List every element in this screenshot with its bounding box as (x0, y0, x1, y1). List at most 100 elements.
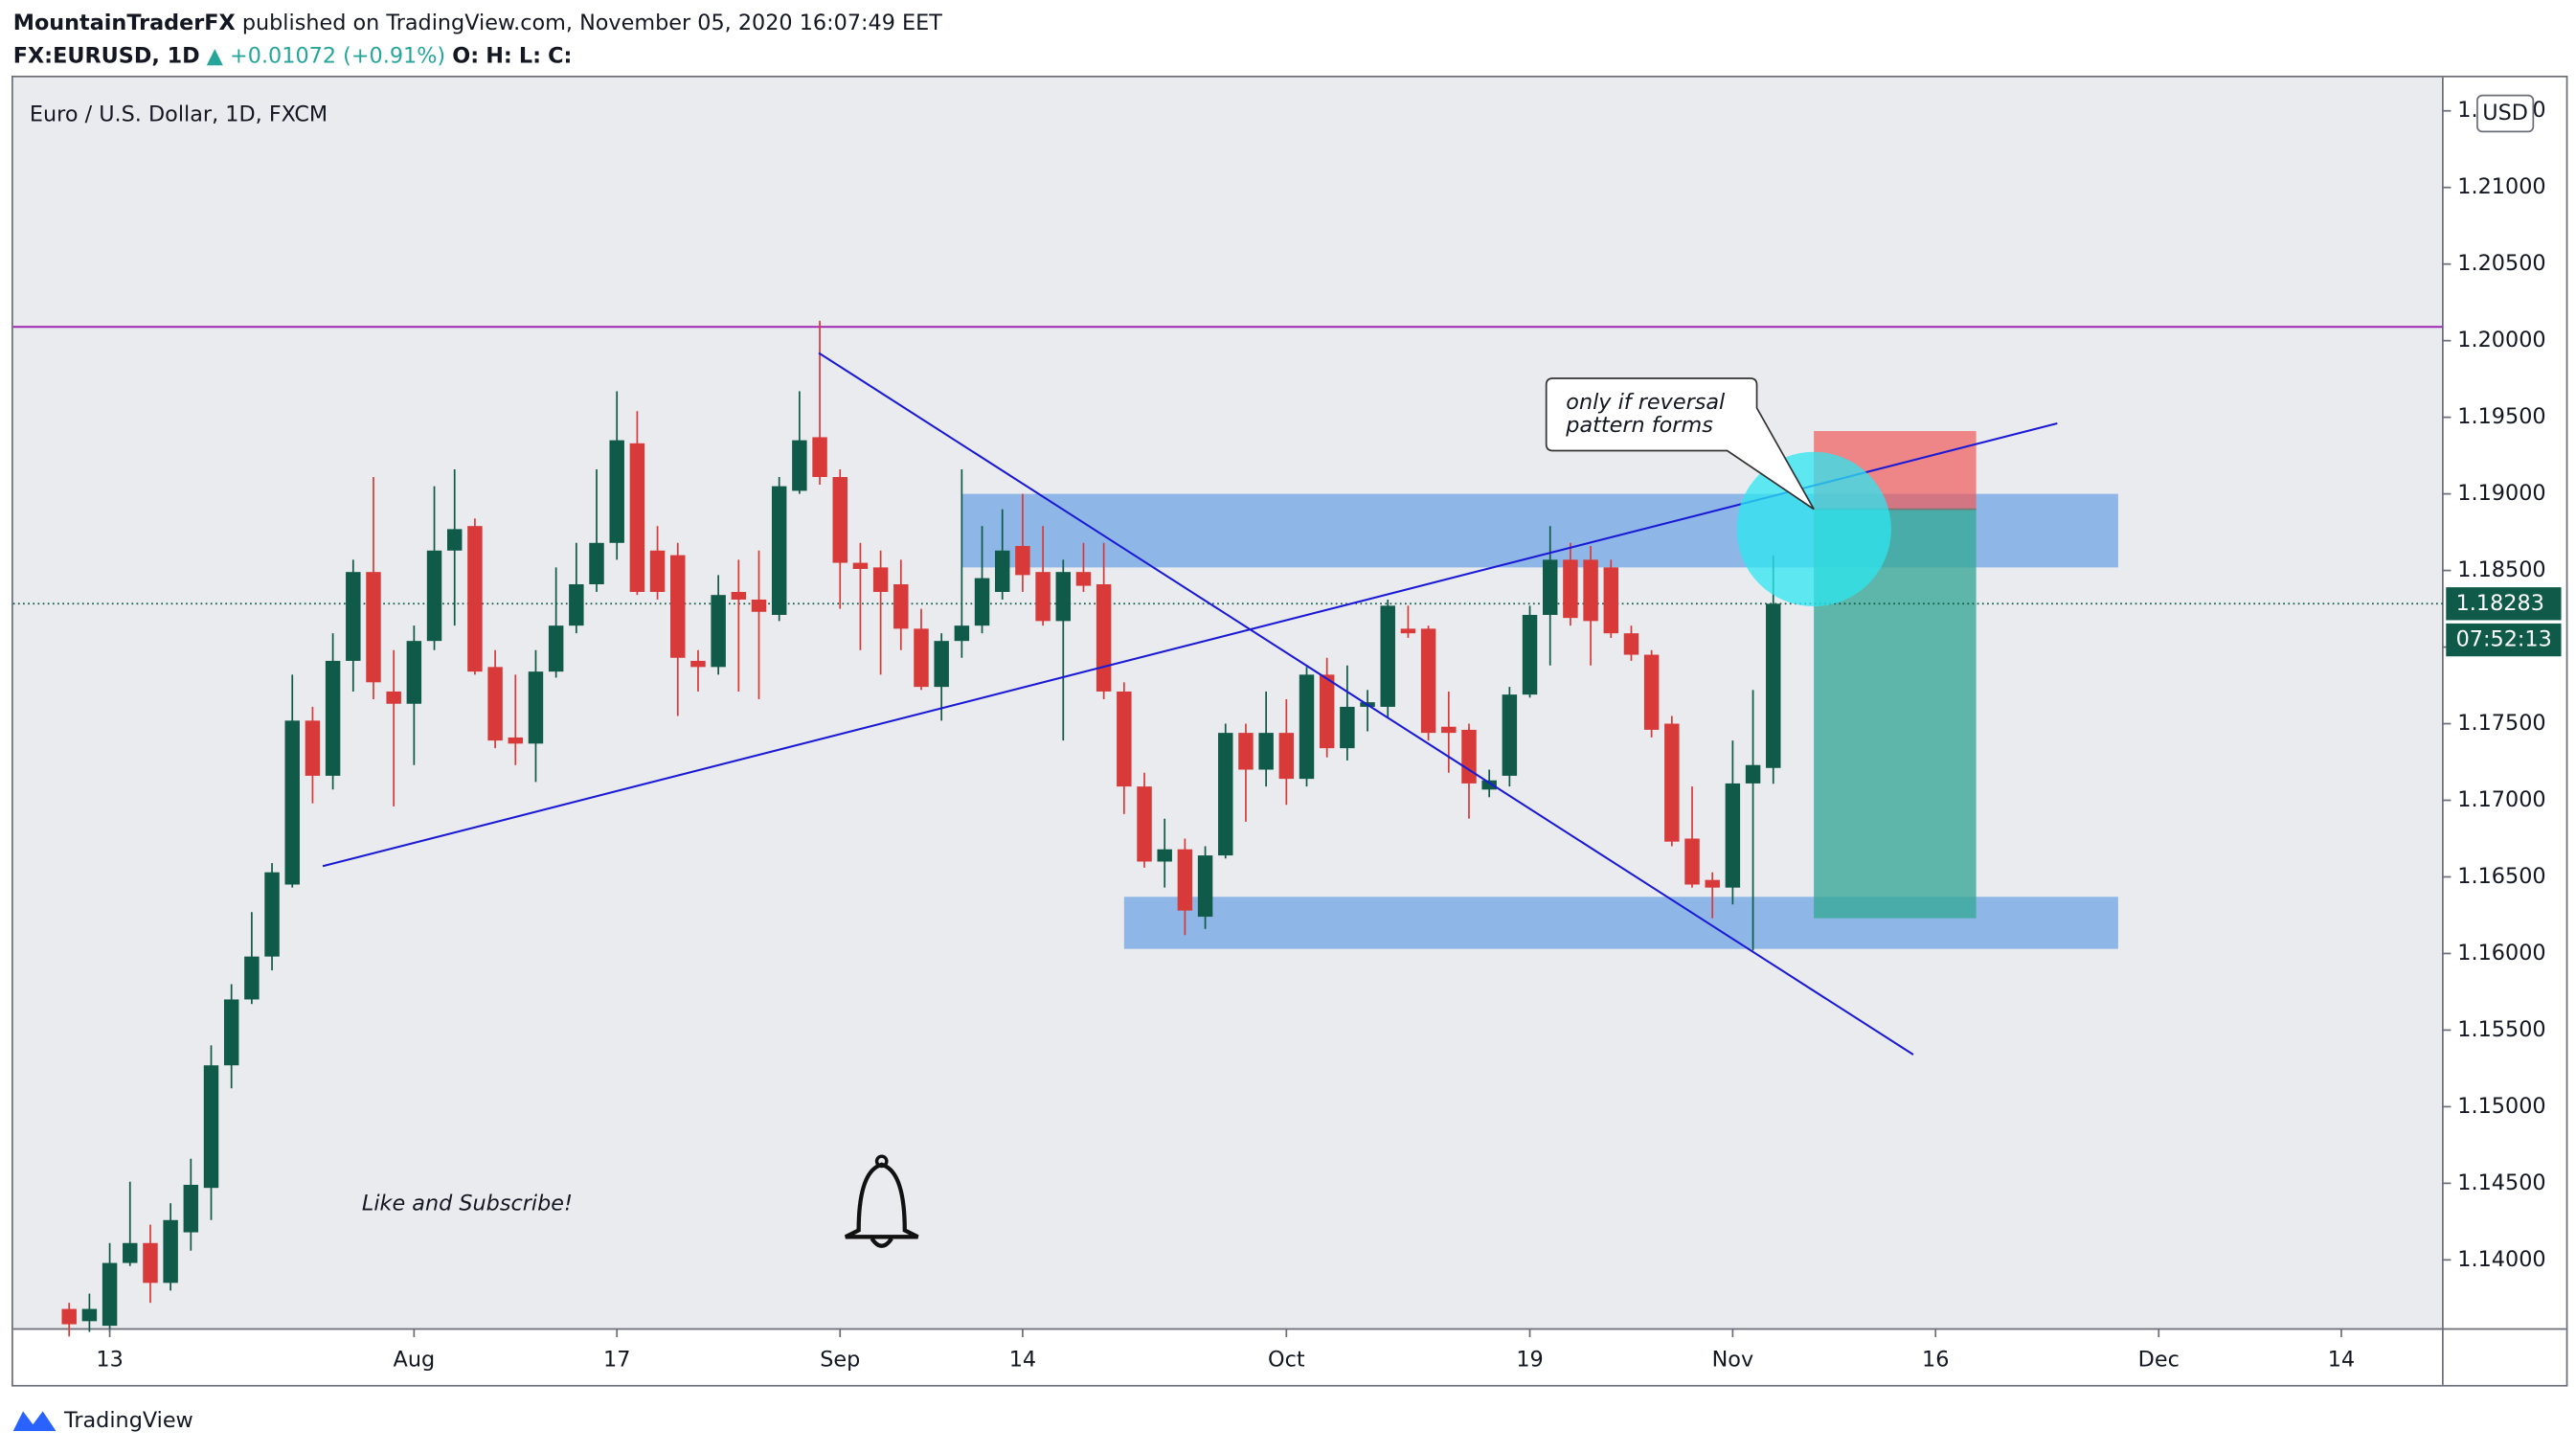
candle-body (1684, 838, 1700, 885)
x-tick-label: 13 (96, 1348, 123, 1373)
candle-body (629, 443, 645, 592)
candle-body (528, 671, 544, 744)
y-tick-label: 1.16500 (2457, 864, 2545, 889)
published: published on TradingView.com, November 0… (242, 11, 942, 35)
candle-body (244, 956, 260, 1000)
candle-body (548, 625, 564, 672)
frame (11, 75, 2568, 1387)
candle-body (123, 1242, 138, 1263)
candle-body (1055, 572, 1072, 622)
candle-body (1380, 605, 1395, 707)
y-tick-label: 1.15500 (2457, 1017, 2545, 1042)
candle-body (1096, 583, 1112, 692)
candle-body (1075, 572, 1092, 586)
x-tick-label: Sep (820, 1348, 860, 1373)
trendline (818, 352, 1914, 1056)
y-tick-label: 1.18500 (2457, 557, 2545, 582)
logo-shape (12, 1411, 56, 1431)
candle-body (203, 1065, 219, 1189)
arrow: ▲ (207, 43, 224, 68)
candle-body (1461, 729, 1477, 784)
candle-body (223, 999, 239, 1066)
candle-body (812, 437, 827, 478)
candle-body (954, 625, 970, 642)
candle-body (589, 542, 604, 584)
candle-body (1725, 783, 1741, 888)
callout-box (1545, 377, 1815, 511)
candle-body (934, 641, 949, 688)
o-label: O: (452, 43, 479, 68)
y-tick-label: 1.17500 (2457, 711, 2545, 736)
candle-body (1400, 628, 1416, 634)
chart-title: Euro / U.S. Dollar, 1D, FXCM (30, 102, 328, 127)
candle-body (346, 572, 361, 661)
candle-body (143, 1242, 158, 1284)
x-tick-label: 16 (1922, 1348, 1949, 1373)
candle-body (305, 720, 321, 776)
candle-body (1258, 733, 1274, 770)
x-tick-label: Oct (1268, 1348, 1305, 1373)
candle-body (1583, 559, 1598, 622)
y-tick-label: 1.19500 (2457, 404, 2545, 429)
candle-body (1117, 691, 1132, 787)
candle-body (914, 628, 929, 688)
candle-body (1157, 849, 1172, 862)
change: +0.01072 (+0.91%) (230, 43, 445, 68)
y-tick-label: 1.14500 (2457, 1170, 2545, 1195)
candle-body (102, 1262, 118, 1327)
candle-body (1522, 614, 1538, 695)
candle-body (467, 526, 483, 672)
bell-clapper (870, 1237, 893, 1248)
plot-area (12, 77, 2443, 1329)
x-tick-label: Aug (394, 1348, 436, 1373)
candle-body (1502, 694, 1518, 776)
candle-body (1766, 603, 1781, 768)
x-tick-label: 17 (603, 1348, 630, 1373)
candle-body (609, 440, 624, 543)
x-tick-label: 14 (1009, 1348, 1036, 1373)
candle-body (792, 440, 807, 491)
callout-text: pattern forms (1565, 413, 1713, 438)
y-tick-label: 1.19000 (2457, 481, 2545, 506)
header-line-1: MountainTraderFX published on TradingVie… (13, 11, 943, 35)
candle-body (1319, 674, 1335, 749)
candle-body (508, 737, 524, 744)
candle-body (690, 660, 706, 668)
y-tick-label: 1.20000 (2457, 328, 2545, 352)
candle-body (974, 578, 990, 626)
header-line-2: FX:EURUSD, 1D ▲ +0.01072 (+0.91%) O: H: … (13, 43, 573, 68)
candle-body (386, 691, 401, 704)
branding-logo (12, 1411, 56, 1431)
candle-body (1218, 733, 1233, 856)
candle-body (1745, 764, 1761, 784)
candle-body (852, 562, 869, 569)
candle-body (1177, 849, 1193, 911)
x-tick-label: Dec (2138, 1348, 2180, 1373)
candle-body (893, 583, 909, 629)
y-tick-label: 1.16000 (2457, 941, 2545, 966)
branding: TradingView (63, 1408, 193, 1433)
candle-body (1238, 733, 1254, 770)
candle-body (81, 1308, 98, 1322)
banner: Like and Subscribe! (362, 1191, 573, 1215)
candle-body (711, 595, 726, 668)
c-label: C: (548, 43, 572, 68)
candle-body (1137, 786, 1152, 862)
h-label: H: (486, 43, 512, 68)
candle-body (832, 477, 847, 563)
candle-body (1542, 559, 1558, 615)
l-label: L: (519, 43, 541, 68)
price-label: 1.18283 (2456, 591, 2544, 616)
bell-top (874, 1154, 889, 1169)
candle-body (1481, 780, 1497, 790)
highlight-circle (1736, 451, 1891, 607)
y-tick-label: 1.17000 (2457, 787, 2545, 812)
x-tick-label: 19 (1516, 1348, 1543, 1373)
candle-body (771, 486, 787, 615)
candle-body (1299, 674, 1315, 780)
candle-body (1015, 545, 1030, 576)
candle-body (487, 667, 503, 741)
candle-body (426, 550, 442, 642)
